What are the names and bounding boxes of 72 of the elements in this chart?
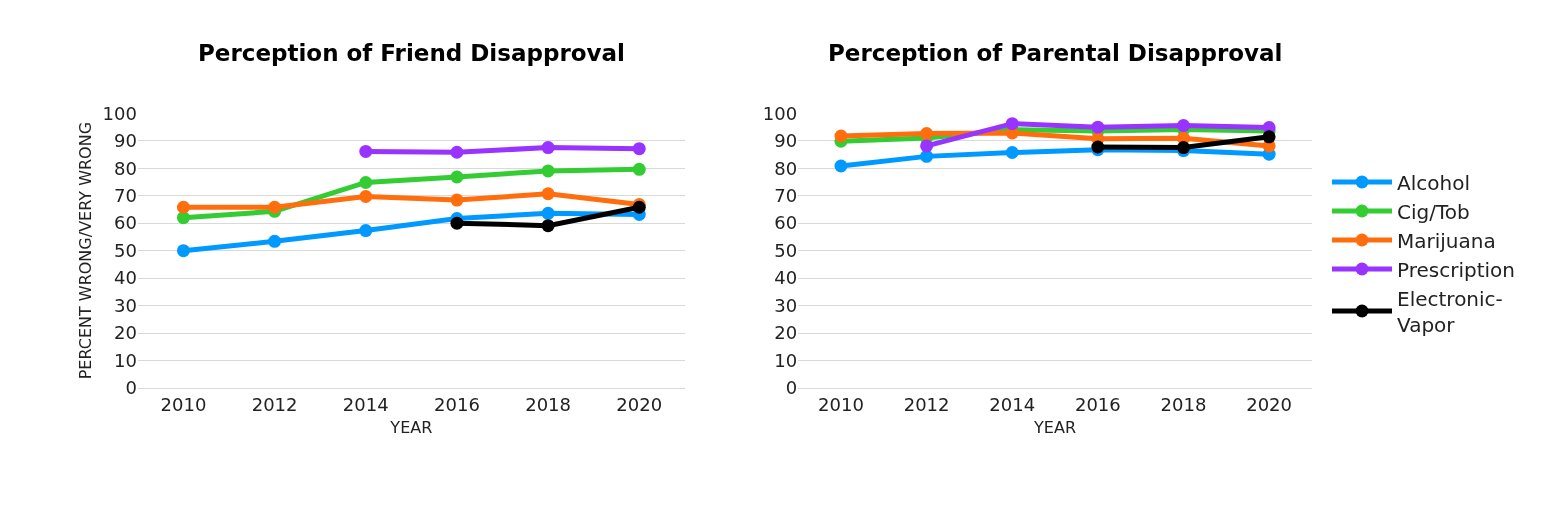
point [450,216,464,230]
x-tick-label: 2020 [1246,393,1292,415]
point [920,139,934,153]
y-tick-label: 60 [113,212,137,234]
point [450,145,464,159]
point [359,224,373,238]
chart-title: Perception of Parental Disapproval [828,40,1283,66]
y-tick-label: 60 [774,212,798,234]
point [1005,146,1019,160]
x-tick-label: 2018 [1160,393,1207,415]
point [541,206,555,220]
y-tick-label: 30 [113,294,137,316]
y-tick-label: 30 [774,294,798,316]
x-tick-label: 2012 [903,393,950,415]
point [268,234,282,248]
y-tick-label: 0 [125,377,137,399]
legend-label: Alcohol [1397,170,1470,195]
point [541,164,555,178]
legend-label: Marijuana [1397,228,1496,253]
y-tick-label: 90 [113,129,137,151]
legend-label: Electronic-Vapor [1397,286,1503,337]
y-tick-label: 0 [785,377,798,399]
y-tick-label: 100 [102,102,137,124]
y-tick-label: 80 [774,157,798,179]
x-axis-title: YEAR [1033,418,1077,438]
y-tick-label: 10 [113,349,137,371]
y-tick-label: 50 [113,239,137,261]
x-tick-label: 2010 [818,393,864,415]
y-tick-label: 50 [774,239,798,261]
x-tick-label: 2012 [251,393,298,415]
point [632,142,646,156]
point [834,159,848,173]
x-tick-label: 2020 [616,393,663,415]
point [632,162,646,176]
y-tick-label: 40 [774,267,798,289]
y-tick-label: 90 [774,129,798,151]
point [176,244,190,258]
x-tick-label: 2016 [434,393,480,415]
point [359,175,373,189]
point [541,187,555,201]
point [1005,117,1019,131]
y-tick-label: 20 [113,322,137,344]
point [176,200,190,214]
y-tick-label: 10 [774,349,798,371]
point [920,127,934,141]
point [541,141,555,155]
legend-label: Cig/Tob [1397,199,1470,224]
x-axis-title: YEAR [389,418,433,438]
x-tick-label: 2014 [989,393,1036,415]
point [834,129,848,143]
y-axis-title: PERCENT WRONG/VERY WRONG [76,121,96,380]
point [359,190,373,203]
point [268,200,282,214]
point [920,149,934,163]
y-tick-label: 70 [774,184,798,206]
y-tick-label: 100 [762,102,798,124]
point [359,144,373,158]
y-tick-label: 40 [113,267,137,289]
point [1091,120,1105,134]
y-tick-label: 70 [113,184,137,206]
x-tick-label: 2018 [525,393,571,415]
point [450,170,464,184]
point [450,193,464,207]
legend-label: Prescription [1397,257,1516,282]
y-tick-label: 20 [774,322,798,344]
point [1262,130,1276,144]
chart-title: Perception of Friend Disapproval [198,40,625,66]
x-tick-label: 2016 [1074,393,1121,415]
point [541,219,555,233]
x-tick-label: 2010 [160,393,207,415]
y-tick-label: 80 [113,157,137,179]
x-tick-label: 2014 [342,393,389,415]
